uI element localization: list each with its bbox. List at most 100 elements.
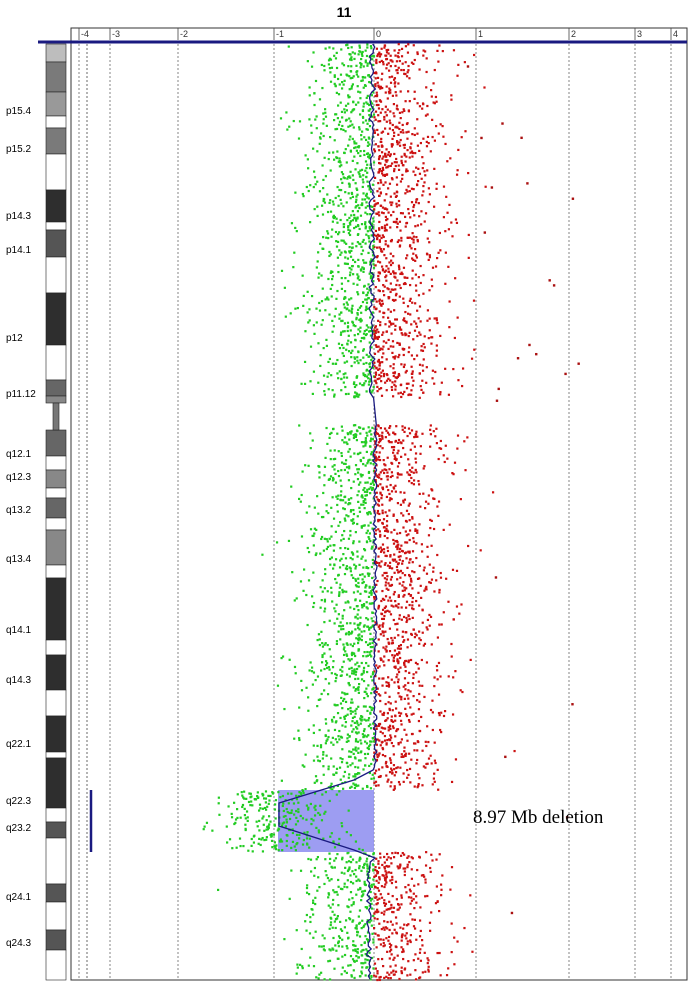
data-point xyxy=(376,579,379,583)
data-point xyxy=(369,645,372,649)
data-point xyxy=(400,939,403,942)
data-point xyxy=(410,389,413,392)
data-point xyxy=(373,329,376,332)
data-point xyxy=(379,85,382,88)
data-point xyxy=(357,691,360,694)
data-point xyxy=(307,464,310,467)
data-point xyxy=(395,425,398,428)
data-point xyxy=(321,579,324,582)
data-point xyxy=(359,268,362,271)
data-point xyxy=(377,528,380,531)
data-point xyxy=(226,841,229,844)
data-point xyxy=(347,102,350,105)
data-point xyxy=(315,321,318,324)
data-point xyxy=(408,156,411,159)
data-point xyxy=(342,653,346,657)
data-point xyxy=(396,532,399,535)
data-point xyxy=(340,469,343,472)
data-point xyxy=(393,785,396,788)
data-point xyxy=(420,388,423,391)
data-point xyxy=(364,138,368,142)
data-point xyxy=(287,802,290,805)
data-point xyxy=(412,608,415,611)
data-point xyxy=(370,547,373,550)
data-point xyxy=(261,807,264,810)
data-point xyxy=(344,919,348,922)
data-point xyxy=(405,713,408,716)
data-point xyxy=(387,685,391,688)
data-point xyxy=(400,236,403,240)
data-point xyxy=(323,978,326,981)
data-point xyxy=(357,500,360,504)
data-point xyxy=(358,633,361,636)
data-point xyxy=(387,676,390,679)
data-point xyxy=(361,787,364,790)
data-point xyxy=(504,755,507,759)
data-point xyxy=(372,209,375,212)
data-point xyxy=(386,373,389,377)
data-point xyxy=(344,104,348,107)
data-point xyxy=(331,275,334,278)
data-point xyxy=(405,891,408,894)
data-point xyxy=(235,846,238,849)
data-point xyxy=(439,393,442,396)
data-point xyxy=(392,753,395,756)
data-point xyxy=(420,543,424,546)
data-point xyxy=(380,371,383,374)
data-point xyxy=(341,124,344,128)
data-point xyxy=(392,856,396,859)
data-point xyxy=(385,871,388,874)
data-point xyxy=(316,180,319,183)
data-point xyxy=(362,373,365,377)
data-point xyxy=(355,959,358,962)
data-point xyxy=(406,190,409,193)
data-point xyxy=(301,274,304,277)
data-point xyxy=(400,894,403,897)
data-point xyxy=(422,358,425,361)
data-point xyxy=(333,74,336,77)
data-point xyxy=(408,432,412,435)
data-point xyxy=(355,924,358,927)
data-point xyxy=(328,948,331,951)
data-point xyxy=(430,578,434,581)
data-point xyxy=(323,652,326,655)
data-point xyxy=(316,855,320,859)
data-point xyxy=(385,160,388,163)
data-point xyxy=(450,950,453,954)
data-point xyxy=(350,265,354,268)
data-point xyxy=(398,866,401,869)
data-point xyxy=(401,562,404,565)
data-point xyxy=(341,748,344,751)
data-point xyxy=(390,636,393,640)
data-point xyxy=(352,553,355,556)
data-point xyxy=(388,76,391,79)
data-point xyxy=(338,249,341,252)
data-point xyxy=(347,964,350,967)
data-point xyxy=(345,653,348,656)
data-point xyxy=(413,320,416,323)
data-point xyxy=(355,861,358,864)
data-point xyxy=(406,768,409,772)
data-point xyxy=(338,586,341,589)
data-point xyxy=(308,94,311,97)
data-point xyxy=(363,223,367,226)
data-point xyxy=(338,317,341,320)
data-point xyxy=(365,590,368,593)
data-point xyxy=(382,964,385,968)
data-point xyxy=(407,185,410,188)
data-point xyxy=(368,951,371,954)
data-point xyxy=(408,671,411,674)
data-point xyxy=(418,105,422,108)
data-point xyxy=(375,725,378,728)
data-point xyxy=(434,370,437,374)
data-point xyxy=(355,637,358,640)
data-point xyxy=(349,455,352,458)
data-point xyxy=(296,841,299,845)
data-point xyxy=(329,210,333,213)
data-point xyxy=(455,605,459,608)
data-point xyxy=(357,581,360,585)
data-point xyxy=(394,735,397,738)
data-point xyxy=(373,129,376,132)
data-point xyxy=(381,766,384,769)
data-point xyxy=(364,481,367,484)
